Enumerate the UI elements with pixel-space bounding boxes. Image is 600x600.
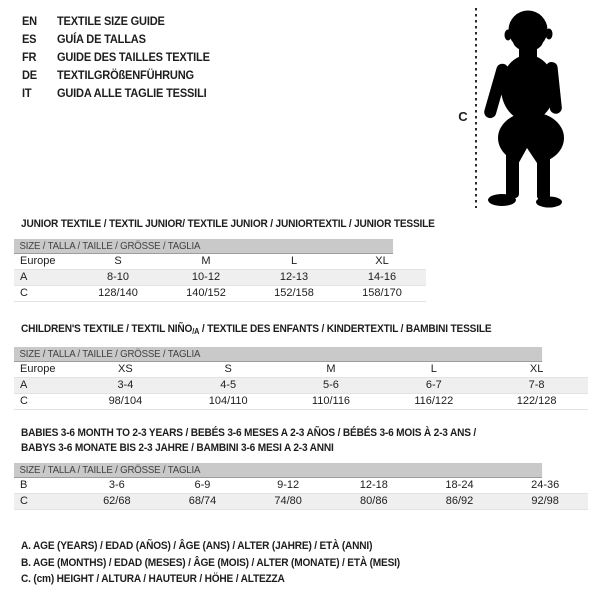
table-cell: 12-13 bbox=[279, 271, 309, 283]
language-title: GUIDE DES TAILLES TEXTILE bbox=[56, 50, 210, 64]
section-title-line2: BABYS 3-6 MONATE BIS 2-3 JAHRE / BAMBINI… bbox=[21, 441, 334, 454]
language-title: GUIDA ALLE TAGLIE TESSILI bbox=[56, 86, 207, 100]
table-cell: A bbox=[20, 271, 28, 283]
table-cell: C bbox=[20, 287, 28, 299]
table-cell: 92/98 bbox=[531, 495, 559, 507]
table-cell: 7-8 bbox=[528, 379, 545, 391]
table-cell: 6-9 bbox=[194, 479, 211, 491]
table-cell: 104/110 bbox=[208, 395, 248, 407]
table-cell: 9-12 bbox=[277, 479, 300, 491]
children-size-table: SIZE / TALLA / TAILLE / GRÖSSE / TAGLIA … bbox=[14, 347, 588, 410]
size-header-bar: SIZE / TALLA / TAILLE / GRÖSSE / TAGLIA bbox=[14, 463, 543, 478]
table-cell: Europe bbox=[20, 255, 56, 267]
toddler-silhouette bbox=[484, 10, 564, 208]
table-cell: 14-16 bbox=[367, 271, 397, 283]
legend-note-b: B. AGE (MONTHS) / EDAD (MESES) / ÂGE (MO… bbox=[21, 556, 400, 569]
table-cell: L bbox=[290, 255, 298, 267]
table-row: Europe XS S M L XL bbox=[14, 362, 588, 378]
table-cell: 86/92 bbox=[445, 495, 474, 507]
table-body: Europe XS S M L XL A 3-4 4-5 5-6 6-7 7-8 C 98/104 104/… bbox=[14, 362, 588, 410]
language-row: DE TEXTILGRÖßENFÜHRUNG bbox=[22, 66, 210, 84]
language-title: TEXTILE SIZE GUIDE bbox=[56, 14, 165, 28]
legend-note-a: A. AGE (YEARS) / EDAD (AÑOS) / ÂGE (ANS)… bbox=[21, 540, 373, 552]
table-row: A 3-4 4-5 5-6 6-7 7-8 bbox=[14, 378, 588, 394]
table-cell: 18-24 bbox=[445, 479, 474, 491]
section-title-subscript: /A bbox=[192, 327, 200, 336]
table-cell: 68/74 bbox=[188, 495, 217, 507]
table-row: C 98/104 104/110 110/116 116/122 122/128 bbox=[14, 394, 588, 410]
legend-notes: A. AGE (YEARS) / EDAD (AÑOS) / ÂGE (ANS)… bbox=[21, 538, 433, 588]
table-cell: 5-6 bbox=[323, 379, 339, 391]
language-code: EN bbox=[22, 14, 37, 28]
language-title: TEXTILGRÖßENFÜHRUNG bbox=[56, 68, 194, 82]
language-code: DE bbox=[22, 68, 37, 82]
table-cell: C bbox=[20, 395, 28, 407]
table-cell: S bbox=[114, 255, 122, 267]
table-cell: 122/128 bbox=[516, 395, 557, 407]
table-cell: 158/170 bbox=[362, 287, 402, 299]
language-row: IT GUIDA ALLE TAGLIE TESSILI bbox=[22, 84, 210, 102]
babies-size-table: SIZE / TALLA / TAILLE / GRÖSSE / TAGLIA … bbox=[14, 463, 588, 510]
table-cell: 6-7 bbox=[425, 379, 442, 391]
legend-note-c: C. (cm) HEIGHT / ALTURA / HAUTEUR / HÖHE… bbox=[21, 573, 285, 585]
table-cell: M bbox=[201, 255, 211, 267]
table-cell: 110/116 bbox=[311, 395, 351, 407]
language-row: ES GUÍA DE TALLAS bbox=[22, 30, 210, 48]
table-cell: 10-12 bbox=[191, 271, 221, 283]
table-cell: B bbox=[20, 479, 28, 491]
section-title-babies: BABIES 3-6 MONTH TO 2-3 YEARS / BEBÉS 3-… bbox=[21, 426, 516, 455]
table-cell: 24-36 bbox=[531, 479, 560, 491]
table-cell: 116/122 bbox=[414, 395, 454, 407]
table-cell: 74/80 bbox=[274, 495, 302, 507]
language-row: EN TEXTILE SIZE GUIDE bbox=[22, 12, 210, 30]
language-row: FR GUIDE DES TAILLES TEXTILE bbox=[22, 48, 210, 66]
table-cell: XS bbox=[118, 363, 133, 375]
table-cell: XL bbox=[375, 255, 389, 267]
table-row: A 8-10 10-12 12-13 14-16 bbox=[14, 270, 426, 286]
table-cell: XL bbox=[529, 363, 544, 375]
table-cell: 3-6 bbox=[108, 479, 125, 491]
table-cell: 4-5 bbox=[220, 379, 237, 391]
table-cell: L bbox=[430, 363, 437, 375]
size-header-bar: SIZE / TALLA / TAILLE / GRÖSSE / TAGLIA bbox=[14, 347, 543, 362]
table-cell: 98/104 bbox=[108, 395, 143, 407]
table-row: Europe S M L XL bbox=[14, 254, 426, 270]
language-title-list: EN TEXTILE SIZE GUIDE ES GUÍA DE TALLAS … bbox=[22, 12, 226, 102]
section-title-junior: JUNIOR TEXTILE / TEXTIL JUNIOR/ TEXTILE … bbox=[21, 218, 435, 230]
table-cell: S bbox=[224, 363, 232, 375]
table-row: C 128/140 140/152 152/158 158/170 bbox=[14, 286, 426, 302]
size-header-bar: SIZE / TALLA / TAILLE / GRÖSSE / TAGLIA bbox=[14, 239, 394, 254]
table-body: B 3-6 6-9 9-12 12-18 18-24 24-36 C 62/68 68/74 74/… bbox=[14, 478, 588, 510]
table-cell: 62/68 bbox=[103, 495, 131, 507]
table-row: C 62/68 68/74 74/80 80/86 86/92 92/98 bbox=[14, 494, 588, 510]
table-row: B 3-6 6-9 9-12 12-18 18-24 24-36 bbox=[14, 478, 588, 494]
toddler-silhouette-figure: C bbox=[458, 8, 564, 208]
table-cell: C bbox=[20, 495, 28, 507]
section-title-text: CHILDREN'S TEXTILE / TEXTIL NIÑO bbox=[21, 323, 193, 335]
table-cell: 80/86 bbox=[360, 495, 388, 507]
language-code: FR bbox=[22, 50, 37, 64]
table-cell: 128/140 bbox=[98, 287, 138, 299]
table-cell: A bbox=[20, 379, 28, 391]
language-code: ES bbox=[22, 32, 37, 46]
table-body: Europe S M L XL A 8-10 10-12 12-13 14-16 C 128/140 1… bbox=[14, 254, 426, 302]
section-title-children: CHILDREN'S TEXTILE / TEXTIL NIÑO/A / TEX… bbox=[21, 322, 492, 340]
table-cell: 12-18 bbox=[359, 479, 388, 491]
table-cell: 3-4 bbox=[117, 379, 134, 391]
junior-size-table: SIZE / TALLA / TAILLE / GRÖSSE / TAGLIA … bbox=[14, 239, 426, 302]
language-code: IT bbox=[22, 86, 32, 100]
section-title-line1: BABIES 3-6 MONTH TO 2-3 YEARS / BEBÉS 3-… bbox=[21, 427, 477, 439]
table-cell: 152/158 bbox=[274, 287, 314, 299]
measure-label-c: C bbox=[458, 109, 468, 124]
language-title: GUÍA DE TALLAS bbox=[56, 32, 146, 46]
table-cell: 8-10 bbox=[106, 271, 130, 283]
section-title-text: / TEXTILE DES ENFANTS / KINDERTEXTIL / B… bbox=[199, 323, 492, 335]
table-cell: 140/152 bbox=[186, 287, 226, 299]
table-cell: M bbox=[326, 363, 336, 375]
table-cell: Europe bbox=[20, 363, 56, 375]
